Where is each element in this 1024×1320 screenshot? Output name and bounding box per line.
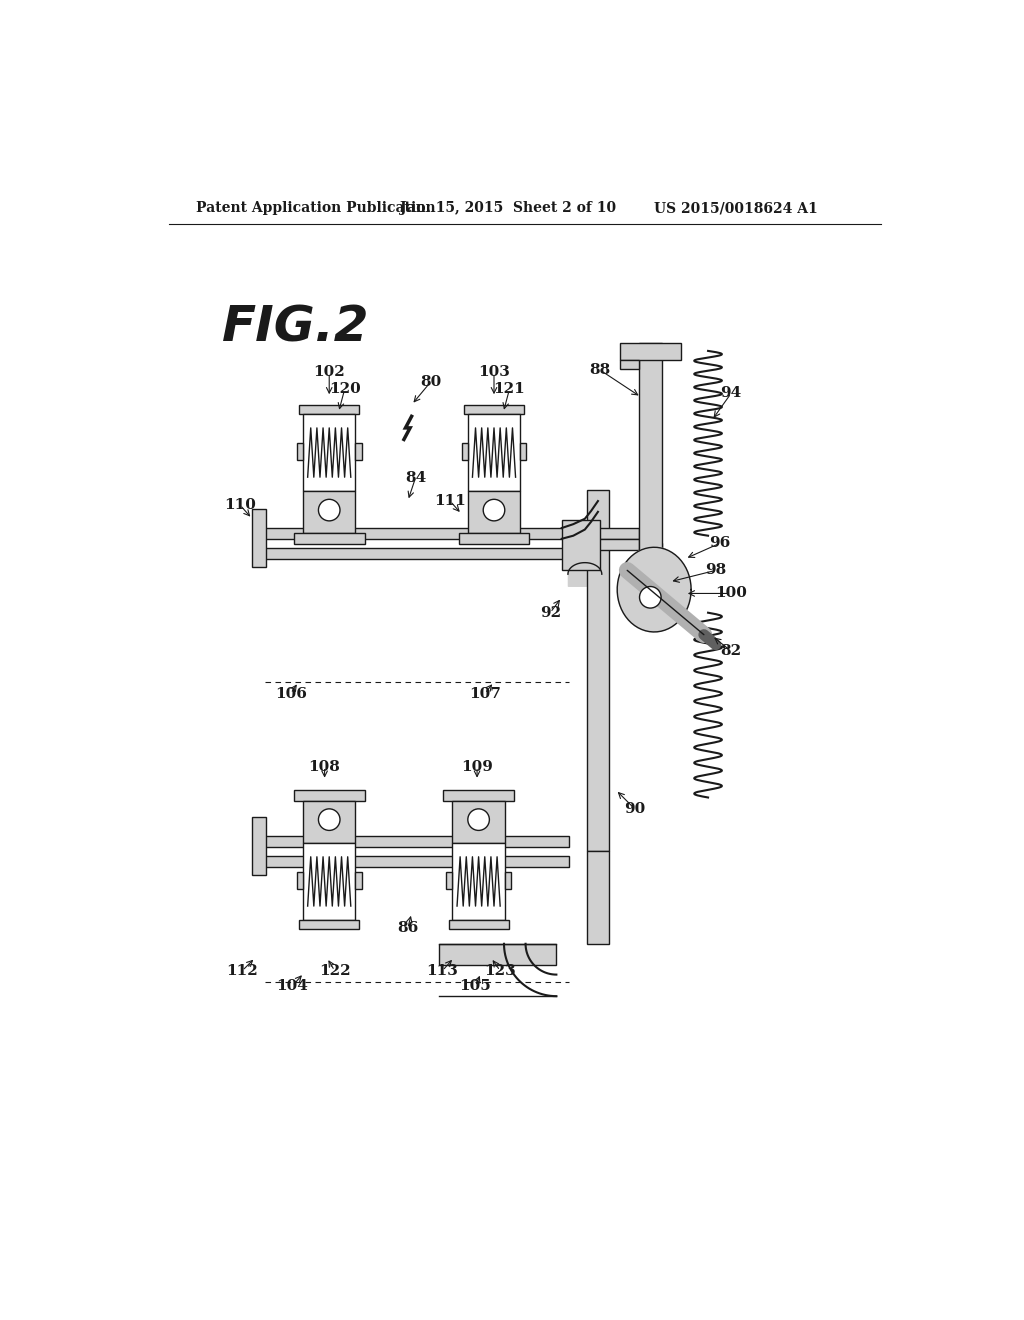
Circle shape [483, 499, 505, 521]
Bar [453, 843, 505, 920]
Text: 109: 109 [461, 760, 493, 774]
Text: 104: 104 [276, 979, 308, 993]
Circle shape [468, 809, 489, 830]
Text: 88: 88 [590, 363, 611, 378]
Bar [464, 405, 524, 414]
Bar [462, 444, 468, 461]
Text: 86: 86 [397, 921, 419, 936]
Bar [569, 528, 639, 539]
Bar [468, 491, 520, 533]
Bar [459, 533, 529, 544]
Bar [252, 817, 266, 874]
Text: 90: 90 [625, 803, 645, 816]
Circle shape [318, 499, 340, 521]
Bar [265, 528, 569, 539]
Text: 100: 100 [715, 586, 748, 601]
Bar [520, 444, 526, 461]
Bar [505, 873, 511, 890]
Text: 110: 110 [224, 498, 256, 512]
Text: Jan. 15, 2015  Sheet 2 of 10: Jan. 15, 2015 Sheet 2 of 10 [400, 202, 616, 215]
Bar [587, 851, 608, 944]
Text: 98: 98 [706, 564, 726, 577]
Text: Patent Application Publication: Patent Application Publication [196, 202, 435, 215]
Bar [355, 444, 361, 461]
Bar [639, 343, 662, 612]
Polygon shape [617, 548, 691, 632]
Bar [446, 873, 453, 890]
Text: 123: 123 [484, 964, 516, 978]
Bar [294, 533, 365, 544]
Text: 80: 80 [420, 375, 441, 388]
Bar [449, 920, 509, 929]
Bar [299, 920, 359, 929]
Bar [620, 343, 681, 360]
Text: 120: 120 [329, 383, 360, 396]
Text: 113: 113 [426, 964, 459, 978]
Bar [265, 548, 569, 558]
Bar [252, 508, 266, 566]
Bar [303, 414, 355, 491]
Bar [355, 873, 361, 890]
Bar [562, 520, 600, 570]
Text: 103: 103 [478, 366, 510, 379]
Text: FIG.2: FIG.2 [222, 304, 370, 352]
Bar [297, 873, 303, 890]
Bar [646, 544, 662, 557]
Text: 84: 84 [404, 471, 426, 484]
Text: 102: 102 [313, 366, 345, 379]
Text: 108: 108 [308, 760, 341, 774]
Bar [297, 444, 303, 461]
Text: 92: 92 [540, 606, 561, 619]
Bar [265, 836, 569, 847]
Bar [587, 490, 608, 851]
Text: 107: 107 [469, 686, 501, 701]
Text: 111: 111 [434, 494, 466, 508]
Text: 105: 105 [460, 979, 492, 993]
Bar [303, 491, 355, 533]
Bar [468, 414, 520, 491]
Bar [620, 360, 639, 370]
Text: 121: 121 [494, 383, 525, 396]
Bar [453, 800, 505, 843]
Bar [443, 789, 514, 800]
Bar [569, 539, 639, 549]
Bar [299, 405, 359, 414]
Text: 82: 82 [721, 644, 741, 659]
Bar [303, 843, 355, 920]
Text: 94: 94 [721, 387, 741, 400]
Bar [438, 944, 556, 965]
Circle shape [318, 809, 340, 830]
Bar [265, 855, 569, 867]
Circle shape [640, 586, 662, 609]
Bar [303, 800, 355, 843]
Text: 106: 106 [274, 686, 306, 701]
Text: 112: 112 [226, 964, 258, 978]
Text: 96: 96 [709, 536, 730, 550]
Bar [294, 789, 365, 800]
Text: 122: 122 [318, 964, 350, 978]
Text: US 2015/0018624 A1: US 2015/0018624 A1 [654, 202, 818, 215]
